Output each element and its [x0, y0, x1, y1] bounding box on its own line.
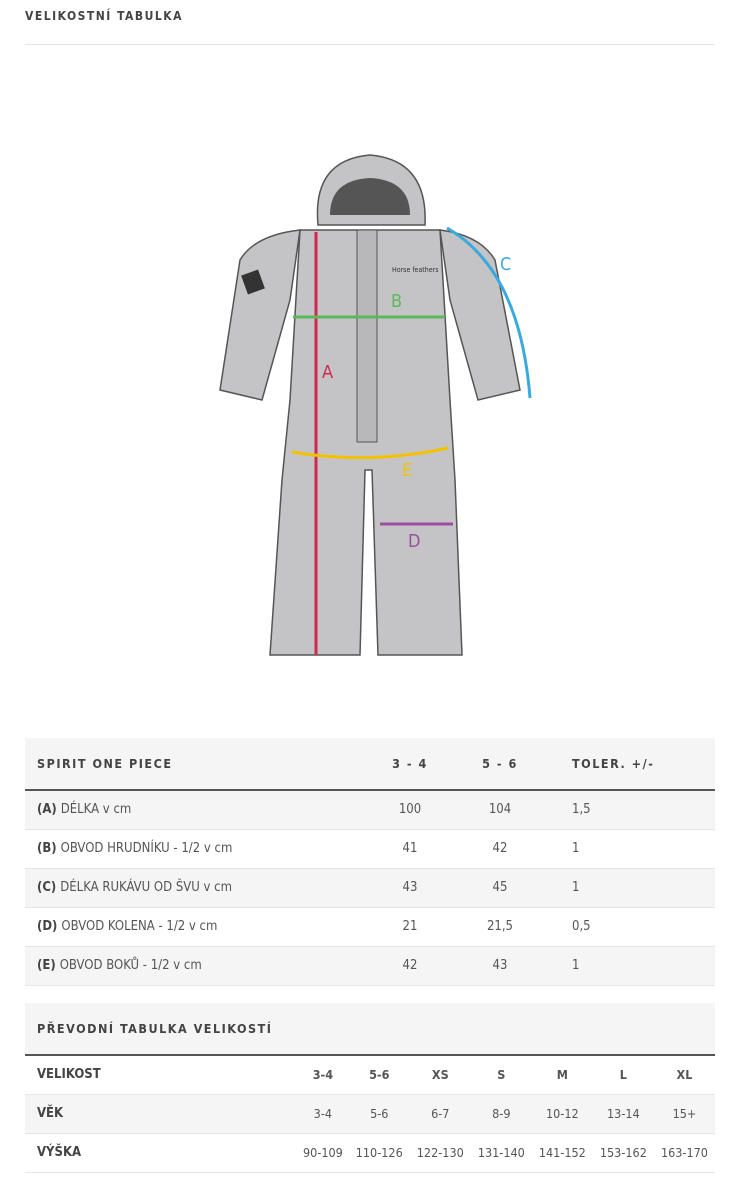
- conversion-cell: M: [556, 1067, 568, 1083]
- size-table-row: (A) DÉLKA v cm 100 104 1,5: [25, 790, 715, 829]
- measurement-name: OBVOD BOKŮ - 1/2 v cm: [59, 958, 202, 973]
- measurement-label: (A) DÉLKA v cm: [25, 790, 367, 829]
- size-table: SPIRIT ONE PIECE 3 - 4 5 - 6 TOLER. +/- …: [25, 738, 715, 986]
- value-size-2: 45: [492, 880, 508, 895]
- size-table-row: (E) OBVOD BOKŮ - 1/2 v cm 42 43 1: [25, 946, 715, 985]
- value-size-2: 21,5: [486, 919, 514, 934]
- measurement-name: DÉLKA v cm: [60, 802, 132, 818]
- col-header-size-1: 3 - 4: [367, 738, 453, 791]
- conversion-cell: 6-7: [431, 1106, 450, 1121]
- measurement-name: OBVOD HRUDNÍKU - 1/2 v cm: [60, 841, 233, 856]
- conversion-cell: 122-130: [416, 1145, 464, 1160]
- conversion-cell: 3-4: [312, 1067, 334, 1083]
- page-title: VELIKOSTNÍ TABULKA: [25, 9, 183, 23]
- value-tolerance: 1: [572, 880, 580, 895]
- value-size-2: 43: [492, 958, 508, 973]
- size-table-row: (B) OBVOD HRUDNÍKU - 1/2 v cm 41 42 1: [25, 829, 715, 868]
- size-table-header: SPIRIT ONE PIECE 3 - 4 5 - 6 TOLER. +/-: [25, 738, 715, 791]
- value-size-2: 104: [488, 802, 512, 818]
- conversion-row-label: VELIKOST: [37, 1067, 101, 1083]
- conversion-cell: 13-14: [607, 1106, 640, 1121]
- measurement-code: (E): [37, 958, 56, 973]
- value-tolerance: 1,5: [572, 802, 591, 818]
- col-header-tolerance: TOLER. +/-: [547, 738, 715, 791]
- conversion-table: PŘEVODNÍ TABULKA VELIKOSTÍ VELIKOST 3-4 5-…: [25, 1003, 715, 1173]
- value-size-2: 42: [492, 841, 508, 856]
- conversion-cell: 15+: [672, 1106, 697, 1121]
- value-tolerance: 1: [572, 841, 580, 856]
- measurement-label: (B) OBVOD HRUDNÍKU - 1/2 v cm: [25, 829, 367, 868]
- left-sleeve: [219, 229, 301, 401]
- conversion-cell: 5-6: [369, 1067, 390, 1083]
- measurement-name: OBVOD KOLENA - 1/2 v cm: [61, 919, 218, 934]
- conversion-cell: 8-9: [492, 1106, 511, 1121]
- label-e: E: [402, 460, 412, 481]
- value-size-1: 100: [398, 802, 422, 818]
- value-tolerance: 0,5: [572, 919, 591, 934]
- conversion-row-label: VĚK: [37, 1106, 64, 1121]
- measurement-label: (C) DÉLKA RUKÁVU OD ŠVU v cm: [25, 868, 367, 907]
- value-size-1: 41: [402, 841, 418, 856]
- conversion-cell: 90-109: [302, 1145, 343, 1160]
- measurement-name: DÉLKA RUKÁVU OD ŠVU v cm: [60, 880, 232, 895]
- conversion-table-title: PŘEVODNÍ TABULKA VELIKOSTÍ: [25, 1003, 715, 1056]
- conversion-cell: S: [497, 1067, 506, 1083]
- conversion-cell: 141-152: [538, 1145, 586, 1160]
- size-table-row: (D) OBVOD KOLENA - 1/2 v cm 21 21,5 0,5: [25, 907, 715, 946]
- label-d: D: [408, 531, 420, 552]
- value-size-1: 43: [402, 880, 418, 895]
- value-size-1: 42: [402, 958, 418, 973]
- measurement-code: (C): [37, 880, 57, 895]
- value-size-1: 21: [402, 919, 418, 934]
- conversion-cell: 5-6: [370, 1106, 389, 1121]
- conversion-cell: XL: [676, 1067, 693, 1083]
- size-table-row: (C) DÉLKA RUKÁVU OD ŠVU v cm 43 45 1: [25, 868, 715, 907]
- brand-logo: Horse feathers: [392, 266, 439, 274]
- conversion-cell: 3-4: [313, 1106, 333, 1121]
- col-header-product: SPIRIT ONE PIECE: [25, 738, 367, 791]
- conversion-cell: 10-12: [546, 1106, 579, 1121]
- conversion-cell: 110-126: [355, 1145, 403, 1160]
- divider: [25, 44, 715, 45]
- conversion-cell: 163-170: [660, 1145, 708, 1160]
- conversion-row: VĚK 3-4 5-6 6-7 8-9 10-12 13-14 15+: [25, 1094, 715, 1133]
- conversion-row-label: VÝŠKA: [37, 1145, 82, 1160]
- label-a: A: [322, 362, 333, 383]
- col-header-size-2: 5 - 6: [453, 738, 547, 791]
- measurement-label: (D) OBVOD KOLENA - 1/2 v cm: [25, 907, 367, 946]
- conversion-cell: XS: [431, 1067, 449, 1083]
- label-b: B: [391, 291, 402, 312]
- conversion-cell: 131-140: [477, 1145, 525, 1160]
- conversion-cell: 153-162: [599, 1145, 647, 1160]
- measurement-code: (A): [37, 802, 57, 818]
- snowsuit-illustration: Horse feathers A B C D E: [219, 154, 532, 656]
- measurement-label: (E) OBVOD BOKŮ - 1/2 v cm: [25, 946, 367, 985]
- value-tolerance: 1: [572, 958, 580, 973]
- conversion-cell: L: [619, 1067, 627, 1083]
- measurement-code: (B): [37, 841, 57, 856]
- label-c: C: [500, 254, 511, 275]
- conversion-row: VÝŠKA 90-109 110-126 122-130 131-140 141-152 1…: [25, 1133, 715, 1172]
- measurement-code: (D): [37, 919, 58, 934]
- conversion-row: VELIKOST 3-4 5-6 XS S M L XL: [25, 1055, 715, 1094]
